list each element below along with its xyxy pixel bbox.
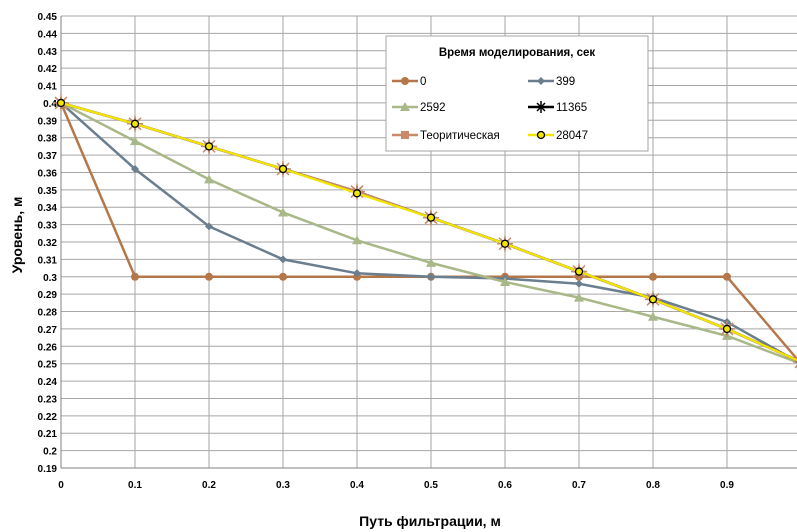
data-point (426, 257, 436, 267)
data-point (793, 355, 797, 369)
y-tick-label: 0.24 (38, 377, 58, 388)
y-tick-label: 0.37 (38, 151, 58, 162)
legend-title: Время моделирования, сек (439, 47, 596, 59)
legend-label: 0 (420, 76, 426, 88)
data-point (649, 272, 657, 281)
y-axis-ticks: 0.19 0.2 0.21 0.22 0.23 0.24 0.25 0.26 0.27 0.28 0… (38, 12, 58, 475)
data-point (205, 222, 213, 231)
data-point (427, 272, 435, 281)
x-tick-label: 0.8 (646, 480, 660, 491)
y-tick-label: 0.43 (38, 47, 58, 58)
y-tick-label: 0.42 (38, 64, 58, 75)
x-tick-label: 0.9 (720, 480, 734, 491)
legend-label: 11365 (556, 102, 587, 114)
y-axis-label: Уровень, м (9, 197, 25, 274)
legend-box (385, 35, 649, 152)
y-tick-label: 0.25 (38, 360, 58, 371)
legend: Время моделирования, сек 0 399 2592 11365 Тео… (385, 35, 649, 152)
data-point (204, 142, 214, 151)
y-tick-label: 0.33 (38, 221, 58, 232)
y-tick-label: 0.26 (38, 342, 58, 353)
y-tick-label: 0.39 (38, 116, 58, 127)
y-tick-label: 0.21 (38, 429, 58, 440)
legend-label: 28047 (556, 130, 588, 142)
legend-label: Теоритическая (420, 130, 500, 142)
y-tick-label: 0.32 (38, 238, 58, 249)
legend-item: Теоритическая (392, 130, 500, 142)
data-point (279, 272, 287, 281)
series-2592 (56, 97, 797, 368)
y-tick-label: 0.27 (38, 325, 58, 336)
data-point (575, 279, 583, 288)
x-tick-label: 0 (58, 480, 64, 491)
x-tick-label: 0.2 (202, 480, 216, 491)
series-28047 (56, 98, 797, 364)
y-tick-label: 0.36 (38, 168, 58, 179)
legend-label: 2592 (420, 102, 446, 114)
data-point (574, 292, 584, 302)
legend-label: 399 (556, 76, 575, 88)
legend-item: 399 (528, 76, 575, 88)
x-axis-label: Путь фильтрации, м (359, 513, 501, 529)
data-point (648, 311, 658, 321)
x-tick-label: 0.6 (498, 480, 512, 491)
x-tick-label: 0.5 (424, 480, 438, 491)
y-tick-label: 0.23 (38, 394, 58, 405)
legend-item: 28047 (528, 130, 588, 142)
legend-item: 0 (392, 76, 426, 88)
x-tick-label: 0.7 (572, 480, 586, 491)
data-point (722, 324, 732, 334)
data-point (131, 164, 139, 173)
x-axis-ticks: 0 0.1 0.2 0.3 0.4 0.5 0.6 0.7 0.8 0.9 (58, 480, 734, 491)
y-tick-label: 0.41 (38, 82, 58, 93)
y-tick-label: 0.22 (38, 412, 58, 423)
data-point (56, 98, 66, 108)
data-point (648, 295, 658, 304)
data-point (130, 136, 140, 146)
y-tick-label: 0.35 (38, 186, 58, 197)
data-point (130, 119, 140, 128)
data-point (278, 164, 288, 174)
data-point (500, 276, 510, 286)
x-tick-label: 0.3 (276, 480, 290, 491)
data-point (574, 267, 584, 276)
y-tick-label: 0.4 (43, 99, 57, 110)
data-point (500, 239, 510, 248)
data-point (426, 213, 436, 222)
y-tick-label: 0.45 (38, 12, 58, 23)
data-point (352, 235, 362, 245)
y-tick-label: 0.31 (38, 255, 58, 266)
data-point (205, 272, 213, 281)
data-point (353, 269, 361, 278)
data-point (279, 255, 287, 264)
y-tick-label: 0.29 (38, 290, 58, 301)
x-tick-label: 0.1 (128, 480, 142, 491)
data-point (278, 207, 288, 217)
series-group (53, 94, 797, 369)
legend-item: 11365 (528, 101, 587, 114)
y-tick-label: 0.38 (38, 134, 58, 145)
y-tick-label: 0.19 (38, 464, 58, 475)
y-tick-label: 0.2 (43, 447, 57, 458)
y-tick-label: 0.3 (43, 273, 57, 284)
data-point (723, 272, 731, 281)
x-tick-label: 0.4 (350, 480, 364, 491)
y-tick-label: 0.44 (38, 29, 58, 40)
y-tick-label: 0.28 (38, 308, 58, 319)
data-point (352, 189, 362, 198)
data-point (131, 272, 139, 281)
legend-item: 2592 (392, 102, 446, 114)
y-tick-label: 0.34 (38, 203, 58, 214)
data-point (204, 174, 214, 184)
